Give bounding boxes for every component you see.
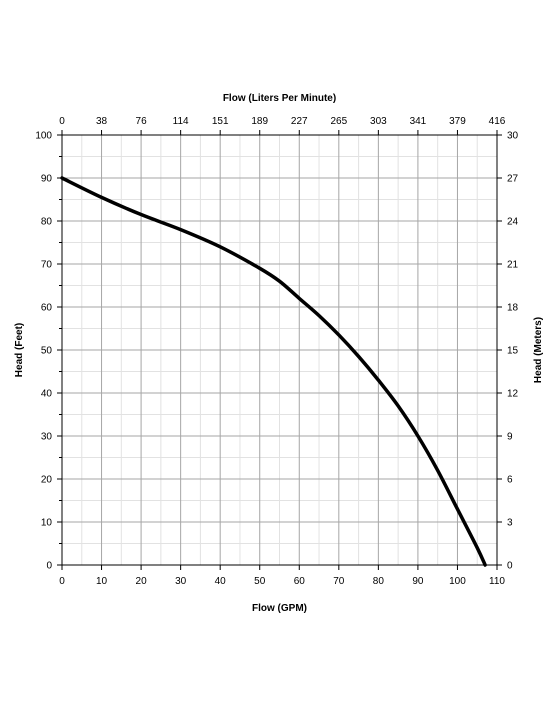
x-tick-label: 60 — [294, 576, 306, 587]
y2-tick-label: 30 — [507, 131, 519, 142]
y-tick-label: 70 — [41, 260, 53, 271]
x2-tick-label: 0 — [59, 116, 65, 127]
x-axis-title: Flow (GPM) — [252, 603, 307, 614]
y-tick-labels: 0 10 20 30 40 50 60 70 80 90 100 — [35, 131, 52, 572]
y-tick-label: 50 — [41, 346, 53, 357]
major-gridlines — [62, 135, 497, 565]
x2-tick-label: 151 — [212, 116, 229, 127]
y-tick-label: 0 — [46, 561, 52, 572]
x-tick-label: 90 — [412, 576, 424, 587]
x2-tick-label: 189 — [251, 116, 268, 127]
y-tick-label: 100 — [35, 131, 52, 142]
x2-tick-label: 379 — [449, 116, 466, 127]
x-tick-label: 70 — [333, 576, 345, 587]
y2-tick-label: 3 — [507, 518, 513, 529]
pump-curve-line — [60, 176, 487, 567]
x2-tick-labels: 0 38 76 114 151 189 227 265 303 341 379 416 — [59, 116, 506, 127]
x-tick-label: 100 — [449, 576, 466, 587]
y2-tick-label: 12 — [507, 389, 519, 400]
x-tick-label: 10 — [96, 576, 108, 587]
x-tick-label: 20 — [136, 576, 148, 587]
x-tick-label: 110 — [489, 576, 505, 587]
y-tick-label: 40 — [41, 389, 53, 400]
x2-tick-label: 76 — [136, 116, 148, 127]
y2-tick-label: 27 — [507, 174, 519, 185]
x-tick-label: 30 — [175, 576, 187, 587]
x-tick-label: 80 — [373, 576, 385, 587]
x2-tick-label: 114 — [173, 116, 189, 127]
y2-tick-label: 21 — [507, 260, 519, 271]
y-tick-label: 90 — [41, 174, 53, 185]
y2-tick-label: 18 — [507, 303, 519, 314]
x-tick-label: 0 — [59, 576, 65, 587]
y-tick-label: 30 — [41, 432, 53, 443]
y2-tick-labels: 0 3 6 9 12 15 18 21 24 27 30 — [507, 131, 519, 572]
plot-frame — [61, 134, 498, 566]
x2-tick-label: 341 — [410, 116, 427, 127]
x-tick-label: 40 — [215, 576, 227, 587]
x-tick-label: 50 — [254, 576, 266, 587]
x2-tick-label: 227 — [291, 116, 308, 127]
x2-tick-label: 416 — [489, 116, 506, 127]
x2-tick-label: 38 — [96, 116, 108, 127]
y2-tick-label: 0 — [507, 561, 513, 572]
y2-axis-title: Head (Meters) — [533, 317, 544, 383]
y-tick-label: 10 — [41, 518, 53, 529]
y2-tick-label: 9 — [507, 432, 513, 443]
y2-tick-label: 15 — [507, 346, 519, 357]
y-tick-label: 20 — [41, 475, 53, 486]
x2-tick-label: 303 — [370, 116, 387, 127]
y2-tick-label: 6 — [507, 475, 513, 486]
y2-tick-label: 24 — [507, 217, 519, 228]
x2-axis-title: Flow (Liters Per Minute) — [223, 93, 336, 104]
x2-tick-label: 265 — [330, 116, 347, 127]
y-tick-label: 60 — [41, 303, 53, 314]
y-axis-title: Head (Feet) — [14, 323, 25, 377]
y-tick-label: 80 — [41, 217, 53, 228]
x-tick-labels: 0 10 20 30 40 50 60 70 80 90 100 110 — [59, 576, 505, 587]
